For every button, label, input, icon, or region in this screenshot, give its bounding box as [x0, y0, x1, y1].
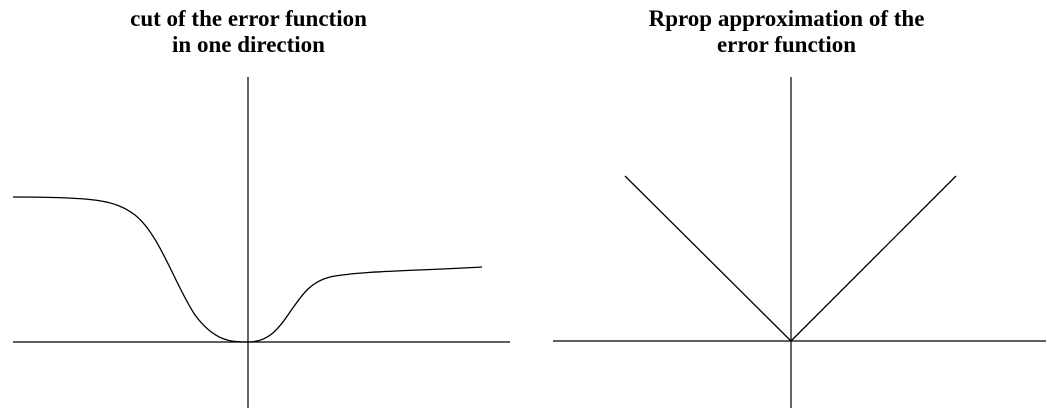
rprop-approximation-plot	[553, 77, 1046, 408]
error-function-plot	[12, 77, 510, 408]
error-function-panel: cut of the error function in one directi…	[0, 0, 520, 410]
error-function-title-line-2: in one direction	[172, 32, 325, 57]
rprop-approximation-title: Rprop approximation of the error functio…	[500, 6, 1047, 58]
error-curve	[12, 196, 483, 343]
approximation-right-branch	[790, 175, 957, 342]
rprop-approximation-title-line-2: error function	[716, 32, 857, 57]
rprop-approximation-title-line-1: Rprop approximation of the	[648, 6, 925, 31]
error-function-title: cut of the error function in one directi…	[0, 6, 497, 58]
error-function-title-line-1: cut of the error function	[130, 6, 367, 31]
approximation-left-branch	[624, 175, 792, 342]
rprop-approximation-panel: Rprop approximation of the error functio…	[540, 0, 1047, 410]
